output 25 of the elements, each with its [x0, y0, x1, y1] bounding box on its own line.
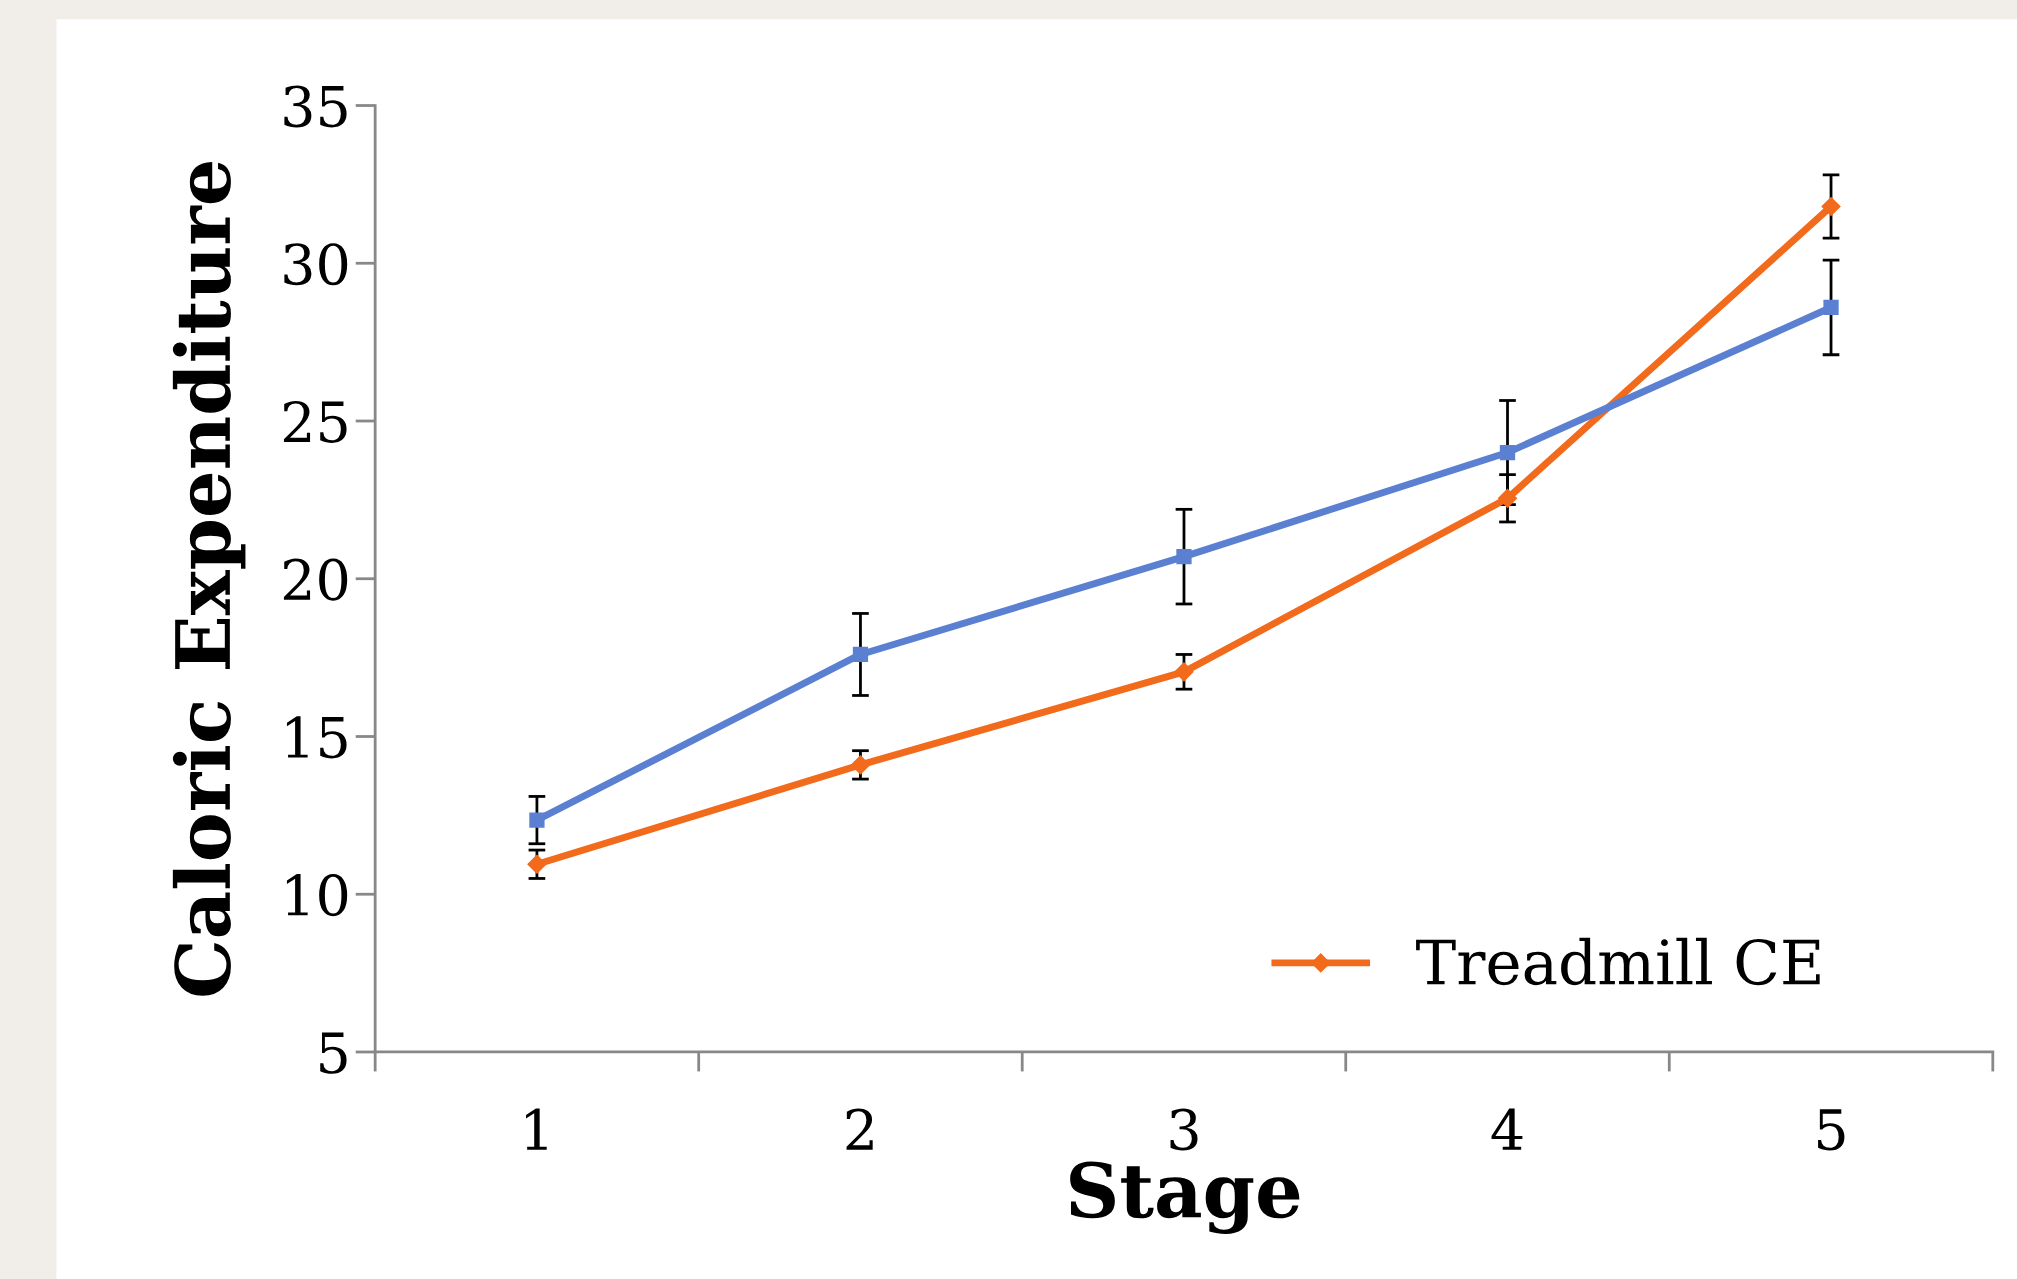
y-tick-label: 20 [283, 558, 348, 601]
y-tick-label: 10 [286, 874, 348, 917]
point [1821, 196, 1841, 217]
x-tick-label: 3 [1170, 1108, 1198, 1151]
y-tick-label: 35 [284, 85, 347, 128]
point [1497, 488, 1518, 508]
y-tick-label: 30 [284, 243, 348, 286]
x-tick-label: 4 [1491, 1108, 1523, 1150]
point [1499, 444, 1516, 461]
point [852, 646, 869, 663]
x-tick-label: 5 [1818, 1109, 1845, 1151]
y-axis-title: Caloric Expenditure [172, 161, 246, 996]
x-axis-title: Stage [1070, 1161, 1300, 1234]
y-tick-label: 5 [320, 1032, 347, 1074]
point [527, 854, 547, 874]
y-tick-label: 15 [286, 716, 347, 759]
point [529, 812, 545, 828]
point [850, 755, 870, 775]
point [1176, 549, 1192, 565]
point [1174, 662, 1194, 682]
point [1823, 299, 1839, 316]
y-tick-label: 25 [283, 400, 347, 443]
x-tick-label: 1 [526, 1108, 547, 1150]
legend-label: Treadmill CE [1416, 937, 1820, 986]
x-tick-label: 2 [846, 1108, 873, 1150]
